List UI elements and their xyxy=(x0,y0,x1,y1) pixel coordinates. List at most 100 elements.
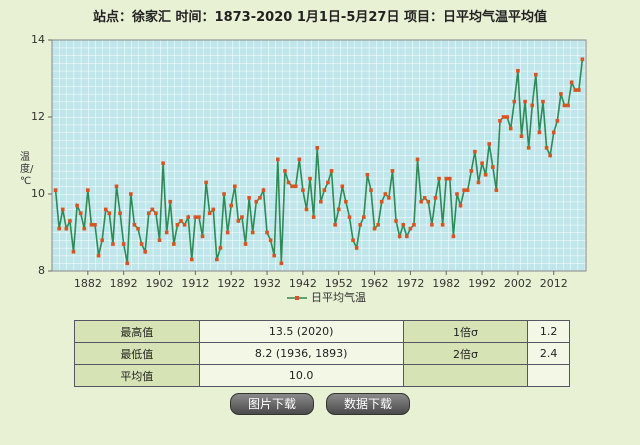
data-point xyxy=(272,253,277,258)
data-point xyxy=(426,199,431,204)
data-point xyxy=(236,219,241,223)
data-point xyxy=(229,203,233,208)
data-point xyxy=(86,188,90,192)
data-point xyxy=(559,92,563,96)
data-point xyxy=(103,207,108,212)
data-point xyxy=(311,215,316,219)
data-point xyxy=(530,103,535,108)
stats-table: 最高值 13.5 (2020) 1倍σ 1.2 最低值 8.2 (1936, 1893) 2… xyxy=(74,320,570,387)
data-point xyxy=(247,196,251,200)
data-point xyxy=(154,211,158,216)
data-point xyxy=(315,146,320,150)
data-point xyxy=(569,80,574,85)
data-point xyxy=(161,161,165,165)
download-button[interactable]: 图片下载 xyxy=(230,393,314,415)
data-point xyxy=(200,234,205,239)
y-tick-label: 12 xyxy=(31,110,45,123)
data-point xyxy=(347,215,352,219)
data-point xyxy=(261,188,266,192)
table-row: 最高值 13.5 (2020) 1倍σ 1.2 xyxy=(74,320,570,343)
data-point xyxy=(372,226,377,231)
data-point xyxy=(121,242,126,246)
data-point xyxy=(125,261,130,266)
data-point xyxy=(440,223,445,227)
data-point xyxy=(150,207,155,212)
data-point xyxy=(318,199,323,204)
legend-label: 日平均气温 xyxy=(311,290,366,304)
data-point xyxy=(207,211,212,216)
data-point xyxy=(297,157,302,162)
data-point xyxy=(225,230,230,235)
x-tick-label: 1912 xyxy=(181,277,209,290)
plot-area xyxy=(51,39,587,272)
data-point xyxy=(376,223,380,227)
data-point xyxy=(487,142,492,146)
data-point xyxy=(157,238,162,242)
data-point xyxy=(580,57,585,62)
data-point xyxy=(437,176,441,181)
data-point xyxy=(369,188,373,192)
data-point xyxy=(577,88,581,92)
data-point xyxy=(222,192,226,196)
data-point xyxy=(204,180,208,185)
table-cell: 1倍σ xyxy=(402,320,529,343)
data-point xyxy=(480,161,484,165)
data-point xyxy=(419,199,423,204)
data-point xyxy=(476,180,481,185)
data-point xyxy=(168,199,173,204)
data-point xyxy=(430,223,434,227)
series-line xyxy=(54,59,584,264)
data-point xyxy=(336,207,341,212)
data-point xyxy=(397,234,402,239)
data-point xyxy=(179,219,183,223)
download-button[interactable]: 数据下载 xyxy=(326,393,410,415)
data-point xyxy=(383,192,388,196)
data-point xyxy=(483,172,488,177)
data-point xyxy=(57,226,61,231)
table-cell: 10.0 xyxy=(198,364,404,387)
x-tick-label: 1942 xyxy=(289,277,317,290)
data-point xyxy=(89,223,94,227)
y-axis-label: 温度/℃ xyxy=(20,152,34,187)
data-point xyxy=(412,223,416,227)
data-point xyxy=(401,223,406,227)
data-point xyxy=(422,196,427,200)
data-point xyxy=(433,196,438,200)
y-tick-label: 10 xyxy=(31,187,45,200)
data-point xyxy=(71,249,76,254)
data-point xyxy=(408,226,413,231)
data-point xyxy=(501,115,506,119)
data-point xyxy=(250,230,255,235)
table-cell: 2.4 xyxy=(527,342,570,365)
data-point xyxy=(387,196,391,200)
data-point xyxy=(562,103,567,108)
data-point xyxy=(541,99,545,104)
data-point xyxy=(243,242,248,246)
data-point xyxy=(258,196,262,200)
data-point xyxy=(100,238,104,242)
data-point xyxy=(111,242,115,246)
data-point xyxy=(308,176,312,181)
x-tick-label: 1882 xyxy=(74,277,102,290)
data-point xyxy=(326,180,330,185)
data-point xyxy=(53,188,58,192)
data-point xyxy=(75,203,79,208)
x-tick-label: 2002 xyxy=(504,277,532,290)
data-point xyxy=(232,184,237,189)
data-point xyxy=(516,69,520,73)
data-point xyxy=(573,88,578,92)
legend-marker xyxy=(295,296,299,300)
data-point xyxy=(340,184,345,189)
table-cell: 最高值 xyxy=(74,320,200,343)
data-point xyxy=(82,226,87,231)
data-point xyxy=(537,130,542,135)
y-tick-label: 14 xyxy=(31,33,45,46)
data-point xyxy=(68,219,72,223)
data-point xyxy=(344,199,348,204)
data-point xyxy=(458,203,463,208)
x-tick-label: 1962 xyxy=(361,277,389,290)
data-point xyxy=(193,215,198,219)
data-point xyxy=(555,119,560,123)
table-cell: 1.2 xyxy=(527,320,570,343)
